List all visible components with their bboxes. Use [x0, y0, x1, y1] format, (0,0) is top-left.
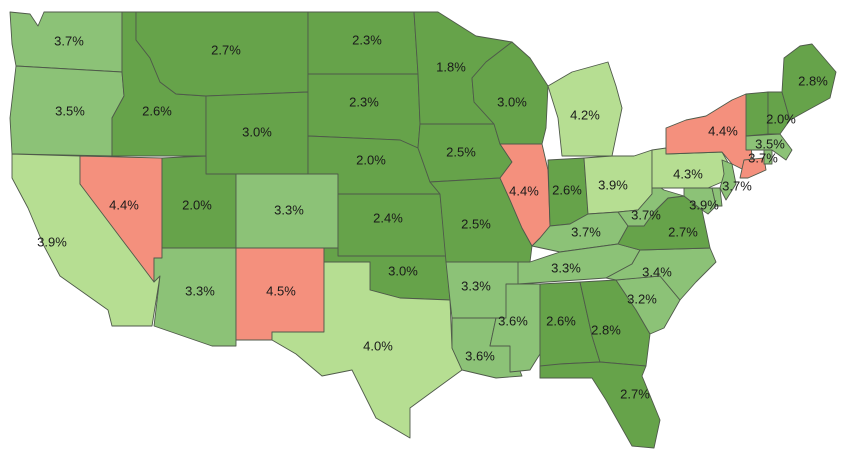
label-va: 2.7%	[668, 224, 698, 239]
label-wa: 3.7%	[54, 33, 84, 48]
label-md: 3.9%	[689, 197, 719, 212]
state-de[interactable]	[711, 187, 723, 207]
label-nd: 2.3%	[352, 32, 382, 47]
label-ok: 3.0%	[388, 263, 418, 278]
label-sc: 3.2%	[627, 291, 657, 306]
state-fl[interactable]	[539, 361, 661, 449]
state-tx[interactable]	[271, 261, 463, 439]
label-ms: 3.6%	[498, 313, 528, 328]
label-wy: 3.0%	[242, 124, 272, 139]
label-sd: 2.3%	[349, 94, 379, 109]
state-ct[interactable]	[739, 157, 767, 179]
state-nc[interactable]	[605, 247, 717, 301]
label-fl: 2.7%	[620, 386, 650, 401]
state-vt[interactable]	[745, 91, 769, 137]
label-or: 3.5%	[55, 103, 85, 118]
label-me: 2.8%	[798, 73, 828, 88]
label-mt: 2.7%	[211, 42, 241, 57]
label-ca: 3.9%	[37, 234, 67, 249]
label-la: 3.6%	[465, 348, 495, 363]
state-nh[interactable]	[767, 91, 791, 135]
label-tn: 3.3%	[551, 260, 581, 275]
label-ma: 3.5%	[755, 136, 785, 151]
label-nm: 4.5%	[266, 283, 296, 298]
label-il: 4.4%	[509, 183, 539, 198]
label-oh: 3.9%	[598, 177, 628, 192]
label-ne: 2.0%	[356, 152, 386, 167]
state-ny[interactable]	[665, 93, 753, 171]
state-shapes	[9, 11, 837, 449]
label-wi: 3.0%	[497, 94, 527, 109]
label-id: 2.6%	[142, 103, 172, 118]
label-ks: 2.4%	[373, 210, 403, 225]
label-nc: 3.4%	[642, 264, 672, 279]
label-wv: 3.7%	[631, 207, 661, 222]
label-nj: 3.7%	[722, 178, 752, 193]
label-mn: 1.8%	[436, 59, 466, 74]
label-pa: 4.3%	[673, 166, 703, 181]
label-ky: 3.7%	[571, 224, 601, 239]
state-mi[interactable]	[547, 61, 623, 157]
label-in: 2.6%	[552, 182, 582, 197]
label-nh: 2.0%	[766, 111, 796, 126]
state-me[interactable]	[781, 43, 837, 121]
label-tx: 4.0%	[363, 338, 393, 353]
label-ia: 2.5%	[446, 144, 476, 159]
label-ar: 3.3%	[461, 278, 491, 293]
label-az: 3.3%	[185, 283, 215, 298]
label-al: 2.6%	[546, 313, 576, 328]
value-labels: 3.7% 3.5% 3.9% 4.4% 2.6% 2.7% 3.0% 2.0% …	[37, 32, 828, 401]
state-wi[interactable]	[471, 41, 549, 145]
label-mo: 2.5%	[461, 216, 491, 231]
label-mi: 4.2%	[570, 107, 600, 122]
label-ga: 2.8%	[591, 322, 621, 337]
label-co: 3.3%	[274, 202, 304, 217]
label-nv: 4.4%	[109, 197, 139, 212]
label-ny: 4.4%	[708, 123, 738, 138]
label-ut: 2.0%	[182, 197, 212, 212]
label-ct: 3.7%	[748, 150, 778, 165]
